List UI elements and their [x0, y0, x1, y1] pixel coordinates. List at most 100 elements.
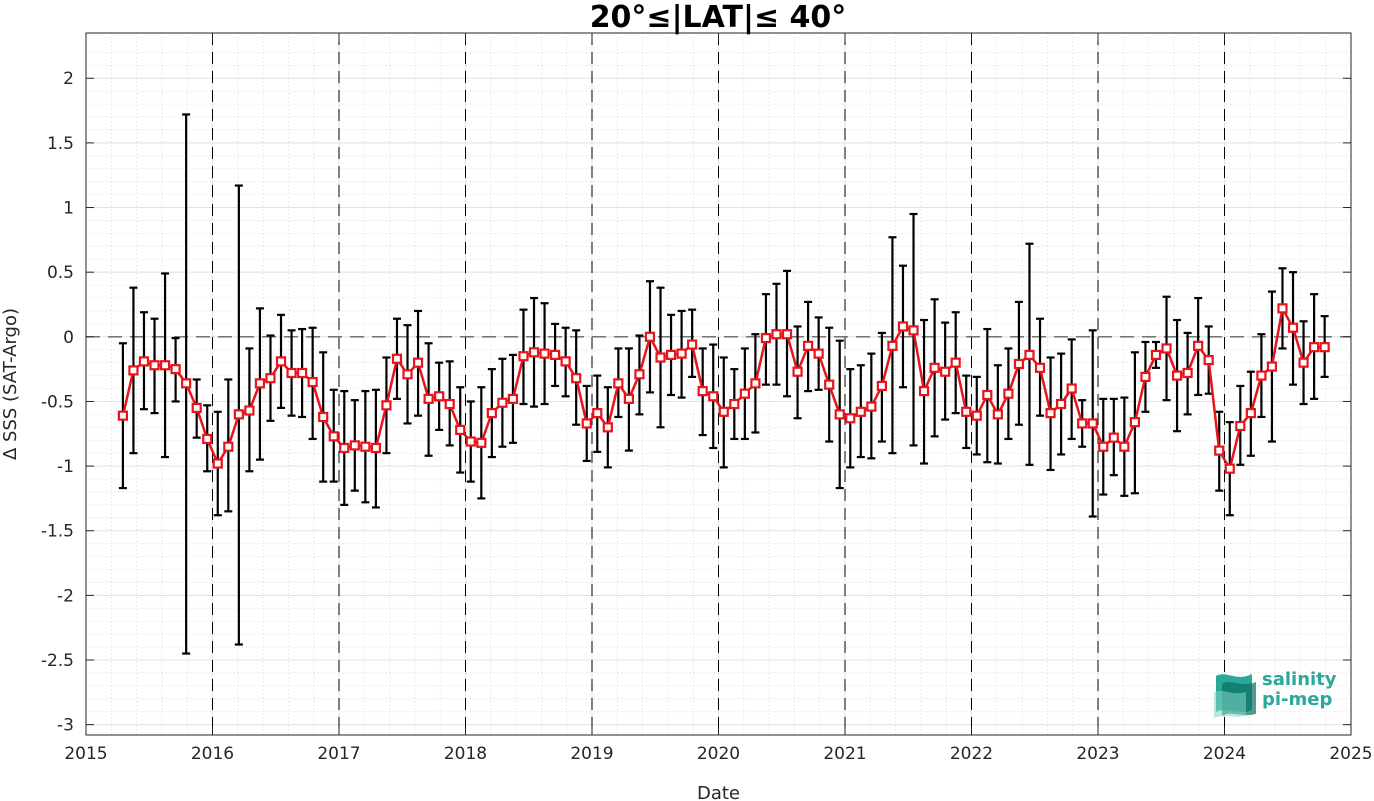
y-tick-label: 0 — [63, 328, 74, 348]
data-point-marker — [950, 357, 961, 368]
data-point-marker — [202, 433, 213, 445]
data-point-marker — [476, 437, 487, 448]
data-point-marker — [159, 360, 171, 371]
data-point-marker — [1298, 357, 1309, 368]
data-point-marker — [876, 380, 887, 392]
y-tick-label: 2 — [63, 69, 74, 89]
logo-wave-icon — [1214, 674, 1256, 718]
data-point-marker — [760, 333, 772, 344]
data-point-marker — [1309, 342, 1320, 353]
data-point-marker — [1024, 349, 1035, 361]
data-point-marker — [550, 349, 561, 361]
ticks: 2015 2016 2017 2018 2019 2020 2021 2022 2023 2024… — [41, 33, 1373, 764]
data-point-marker — [918, 386, 930, 397]
data-point-marker — [1140, 371, 1151, 382]
data-point-marker — [739, 388, 750, 399]
data-point-marker — [1171, 370, 1183, 381]
data-point-marker — [982, 389, 993, 401]
data-point-marker — [1182, 367, 1193, 379]
y-tick-label: 0.5 — [47, 263, 74, 283]
data-point-marker — [434, 391, 445, 402]
data-point-marker — [391, 353, 403, 364]
data-point-marker — [1119, 441, 1130, 452]
data-point-marker — [1013, 358, 1025, 370]
data-point-marker — [1108, 432, 1119, 443]
data-point-marker — [771, 329, 782, 340]
data-point-marker — [349, 440, 360, 451]
year-marker-lines — [212, 33, 1225, 735]
logo-line-1: salinity — [1262, 669, 1337, 690]
chart-title: 20°≤|LAT|≤ 40° — [590, 0, 847, 35]
data-point-marker — [729, 398, 740, 410]
data-point-marker — [360, 441, 371, 452]
data-point-marker — [634, 369, 645, 380]
logo-line-2: pi-mep — [1262, 689, 1333, 710]
data-point-marker — [655, 352, 666, 363]
logo-text: salinity pi-mep — [1262, 670, 1337, 710]
data-point-marker — [560, 356, 571, 367]
data-point-marker — [254, 378, 266, 389]
data-point-marker — [571, 373, 582, 384]
data-point-marker — [855, 406, 866, 417]
data-point-marker — [1129, 417, 1140, 428]
data-point-marker — [718, 406, 729, 417]
data-point-marker — [402, 369, 413, 380]
data-point-marker — [149, 360, 160, 371]
data-point-marker — [845, 413, 856, 424]
data-point-marker — [750, 378, 761, 389]
errorbars — [118, 113, 1329, 655]
data-point-marker — [1235, 420, 1246, 432]
y-tick-label: -0.5 — [41, 392, 74, 412]
data-point-marker — [687, 339, 698, 350]
x-tick-label: 2022 — [950, 744, 993, 764]
data-point-marker — [581, 418, 592, 429]
data-point-marker — [992, 409, 1003, 420]
data-point-marker — [212, 458, 223, 469]
y-tick-label: -3 — [57, 716, 74, 736]
data-point-marker — [528, 347, 540, 358]
data-point-marker — [181, 378, 192, 389]
data-point-marker — [507, 393, 519, 404]
data-point-marker — [697, 386, 708, 397]
x-axis-label: Date — [697, 783, 740, 801]
data-point-marker — [381, 400, 392, 411]
data-point-marker — [539, 348, 550, 359]
data-point-marker — [592, 407, 603, 419]
data-point-marker — [1214, 445, 1225, 456]
data-point-marker — [803, 340, 814, 351]
y-tick-label: -2.5 — [41, 651, 74, 671]
data-point-marker — [412, 357, 424, 368]
data-point-marker — [866, 401, 877, 412]
data-point-marker — [897, 321, 909, 332]
data-point-marker — [887, 340, 898, 351]
data-point-marker — [792, 366, 803, 377]
data-point-marker — [1003, 388, 1014, 399]
data-point-marker — [307, 376, 318, 388]
data-point-marker — [1056, 398, 1067, 410]
data-point-marker — [940, 366, 951, 377]
data-point-marker — [223, 441, 234, 452]
data-point-marker — [455, 424, 466, 435]
data-point-marker — [644, 331, 656, 342]
x-tick-label: 2021 — [823, 744, 866, 764]
x-tick-label: 2024 — [1203, 744, 1246, 764]
x-tick-label: 2016 — [191, 744, 234, 764]
data-point-marker — [623, 393, 634, 404]
data-point-marker — [191, 402, 202, 414]
y-tick-label: 1 — [63, 199, 74, 219]
data-point-marker — [1098, 441, 1109, 452]
salinity-pi-mep-logo — [1212, 666, 1342, 718]
x-tick-label: 2019 — [570, 744, 613, 764]
data-point-marker — [328, 431, 339, 442]
data-point-marker — [297, 367, 308, 379]
data-point-marker — [497, 397, 508, 408]
data-point-marker — [929, 362, 940, 373]
data-point-marker — [708, 391, 719, 402]
x-tick-label: 2018 — [444, 744, 487, 764]
data-point-marker — [813, 348, 824, 359]
data-point-marker — [834, 409, 845, 420]
data-point-marker — [518, 351, 529, 362]
data-point-marker — [233, 409, 244, 420]
x-tick-label: 2023 — [1076, 744, 1119, 764]
